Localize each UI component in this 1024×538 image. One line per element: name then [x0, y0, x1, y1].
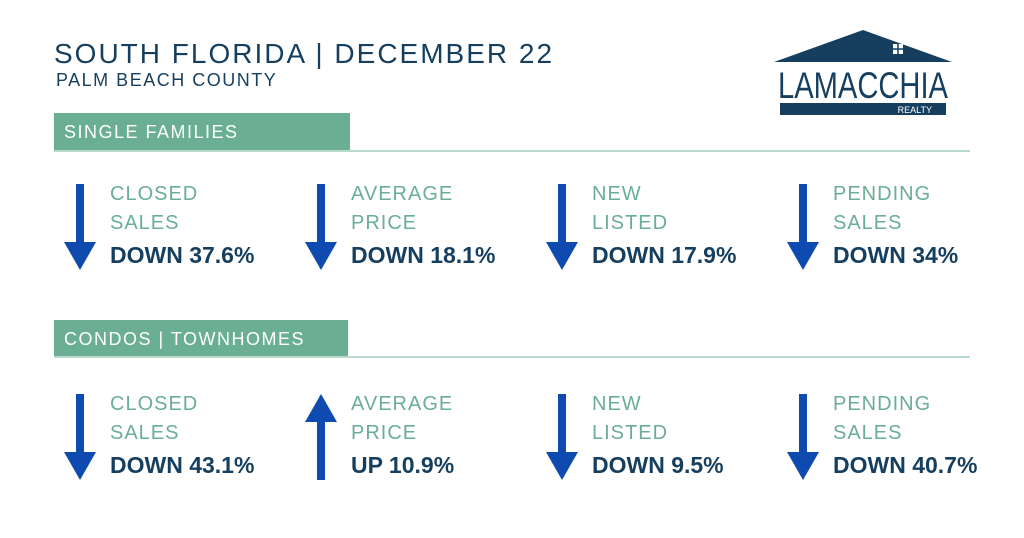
- stat-sf-closed-sales: CLOSED SALES DOWN 37.6%: [64, 180, 294, 290]
- stat-value: DOWN 18.1%: [351, 242, 496, 268]
- stat-ct-closed-sales: CLOSED SALES DOWN 43.1%: [64, 390, 294, 500]
- stat-label: AVERAGE PRICE: [351, 393, 454, 444]
- section-bar-single-families: SINGLE FAMILIES: [54, 113, 350, 151]
- page-subtitle: PALM BEACH COUNTY: [56, 70, 278, 90]
- svg-text:REALTY: REALTY: [898, 105, 932, 115]
- stat-value: DOWN 9.5%: [592, 452, 724, 478]
- arrow-down-icon: [787, 394, 819, 480]
- stat-value: DOWN 37.6%: [110, 242, 255, 268]
- stat-value: DOWN 40.7%: [833, 452, 978, 478]
- section-divider: [54, 356, 970, 358]
- stat-value: DOWN 43.1%: [110, 452, 255, 478]
- stat-ct-new-listed: NEW LISTED DOWN 9.5%: [546, 390, 776, 500]
- stat-value: DOWN 34%: [833, 242, 959, 268]
- arrow-down-icon: [305, 184, 337, 270]
- section-divider: [54, 150, 970, 152]
- stat-value: DOWN 17.9%: [592, 242, 737, 268]
- arrow-up-icon: [305, 394, 337, 480]
- page-title: SOUTH FLORIDA | DECEMBER 22: [54, 38, 555, 69]
- arrow-down-icon: [546, 184, 578, 270]
- svg-text:LAMACCHIA: LAMACCHIA: [778, 65, 948, 106]
- stat-label: CLOSED SALES: [110, 183, 199, 234]
- lamacchia-realty-logo: LAMACCHIA REALTY: [774, 30, 952, 115]
- section-bar-condos-townhomes: CONDOS | TOWNHOMES: [54, 320, 348, 358]
- stat-label: NEW LISTED: [592, 393, 669, 444]
- stat-ct-pending-sales: PENDING SALES DOWN 40.7%: [787, 390, 1017, 500]
- stat-label: CLOSED SALES: [110, 393, 199, 444]
- stat-sf-average-price: AVERAGE PRICE DOWN 18.1%: [305, 180, 535, 290]
- stat-sf-new-listed: NEW LISTED DOWN 17.9%: [546, 180, 776, 290]
- arrow-down-icon: [64, 394, 96, 480]
- stat-ct-average-price: AVERAGE PRICE UP 10.9%: [305, 390, 535, 500]
- stat-label: PENDING SALES: [833, 183, 932, 234]
- arrow-down-icon: [787, 184, 819, 270]
- arrow-down-icon: [546, 394, 578, 480]
- stat-label: AVERAGE PRICE: [351, 183, 454, 234]
- stat-label: NEW LISTED: [592, 183, 669, 234]
- stat-label: PENDING SALES: [833, 393, 932, 444]
- stat-sf-pending-sales: PENDING SALES DOWN 34%: [787, 180, 1017, 290]
- stat-value: UP 10.9%: [351, 452, 455, 478]
- arrow-down-icon: [64, 184, 96, 270]
